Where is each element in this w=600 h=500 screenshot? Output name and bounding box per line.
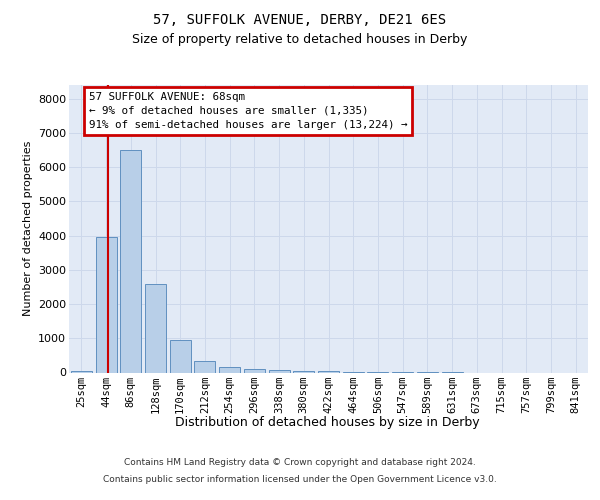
- Bar: [194, 360, 215, 372]
- Bar: [170, 340, 191, 372]
- Y-axis label: Number of detached properties: Number of detached properties: [23, 141, 32, 316]
- Bar: [293, 371, 314, 372]
- Text: Contains HM Land Registry data © Crown copyright and database right 2024.: Contains HM Land Registry data © Crown c…: [124, 458, 476, 467]
- Text: Distribution of detached houses by size in Derby: Distribution of detached houses by size …: [175, 416, 479, 429]
- Bar: [244, 369, 265, 372]
- Bar: [269, 370, 290, 372]
- Bar: [219, 368, 240, 372]
- Bar: [145, 284, 166, 372]
- Bar: [95, 238, 116, 372]
- Text: Contains public sector information licensed under the Open Government Licence v3: Contains public sector information licen…: [103, 476, 497, 484]
- Text: 57, SUFFOLK AVENUE, DERBY, DE21 6ES: 57, SUFFOLK AVENUE, DERBY, DE21 6ES: [154, 12, 446, 26]
- Text: Size of property relative to detached houses in Derby: Size of property relative to detached ho…: [133, 32, 467, 46]
- Bar: [120, 150, 141, 372]
- Bar: [71, 371, 92, 372]
- Text: 57 SUFFOLK AVENUE: 68sqm
← 9% of detached houses are smaller (1,335)
91% of semi: 57 SUFFOLK AVENUE: 68sqm ← 9% of detache…: [89, 92, 407, 130]
